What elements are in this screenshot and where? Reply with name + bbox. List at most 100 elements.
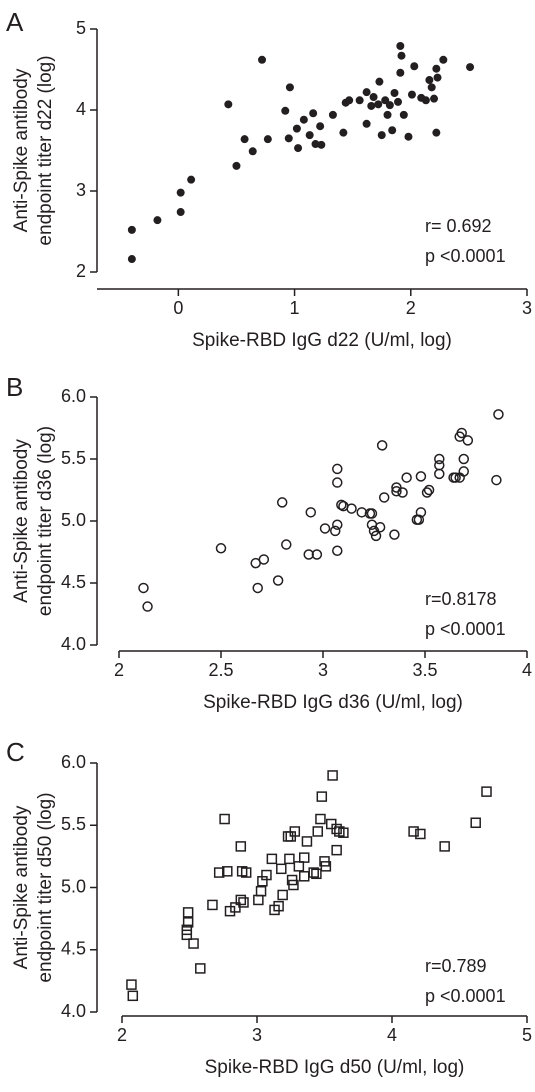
point bbox=[294, 144, 303, 153]
y-tick-label: 5.0 bbox=[61, 510, 86, 530]
point bbox=[258, 55, 267, 64]
x-tick-label: 1 bbox=[290, 298, 300, 318]
point bbox=[277, 889, 288, 901]
point bbox=[138, 582, 149, 594]
point bbox=[346, 503, 357, 514]
point bbox=[312, 826, 323, 837]
point bbox=[362, 119, 371, 128]
y-axis-label: endpoint titer d36 (log) bbox=[35, 426, 56, 616]
x-axis-label: Spike-RBD IgG d50 (U/ml, log) bbox=[205, 1057, 465, 1078]
point bbox=[434, 453, 445, 465]
panel-label: C bbox=[6, 737, 25, 767]
y-tick-label: 6.0 bbox=[61, 386, 86, 406]
point bbox=[462, 435, 474, 446]
point bbox=[305, 507, 317, 518]
annotation: r= 0.692 bbox=[425, 216, 492, 236]
point bbox=[404, 132, 413, 141]
point bbox=[266, 853, 278, 865]
point bbox=[303, 549, 314, 560]
panel-label: B bbox=[6, 372, 23, 402]
point bbox=[292, 124, 301, 133]
point bbox=[299, 871, 310, 882]
x-tick-label: 2 bbox=[114, 660, 124, 680]
y-axis-label: endpoint titer d50 (log) bbox=[35, 792, 56, 982]
point bbox=[374, 521, 386, 533]
x-tick-label: 3 bbox=[522, 298, 532, 318]
point bbox=[407, 90, 416, 99]
point bbox=[235, 894, 247, 906]
point bbox=[176, 208, 185, 217]
point bbox=[423, 484, 435, 496]
point bbox=[408, 826, 419, 837]
y-tick-label: 4.0 bbox=[61, 634, 86, 654]
point bbox=[421, 487, 433, 498]
point bbox=[493, 409, 504, 420]
point bbox=[308, 867, 319, 878]
point bbox=[195, 963, 206, 974]
point bbox=[176, 188, 185, 197]
point bbox=[222, 866, 233, 877]
point bbox=[127, 255, 136, 264]
point bbox=[450, 472, 461, 483]
point bbox=[301, 836, 313, 847]
point bbox=[289, 826, 301, 837]
point bbox=[219, 813, 230, 825]
point bbox=[396, 42, 405, 51]
point bbox=[388, 126, 397, 135]
point bbox=[127, 990, 139, 1002]
point bbox=[288, 879, 299, 891]
x-tick-label: 3 bbox=[318, 660, 328, 680]
point bbox=[188, 938, 199, 949]
point bbox=[458, 466, 470, 477]
point bbox=[390, 88, 399, 97]
point bbox=[396, 68, 405, 77]
point bbox=[284, 853, 295, 865]
point bbox=[401, 472, 412, 483]
point bbox=[317, 140, 326, 149]
point bbox=[299, 115, 308, 124]
point bbox=[253, 894, 264, 906]
x-axis-label: Spike-RBD IgG d36 (U/ml, log) bbox=[203, 692, 463, 713]
y-tick-label: 5.5 bbox=[61, 448, 86, 468]
point bbox=[391, 485, 402, 497]
point bbox=[316, 791, 328, 802]
x-axis-label: Spike-RBD IgG d22 (U/ml, log) bbox=[192, 330, 452, 351]
point bbox=[413, 514, 425, 526]
point bbox=[434, 459, 445, 471]
point bbox=[332, 463, 343, 475]
point bbox=[187, 175, 196, 184]
point bbox=[439, 55, 448, 64]
point bbox=[315, 813, 326, 825]
point bbox=[281, 106, 290, 115]
point bbox=[127, 225, 136, 234]
y-tick-label: 4.5 bbox=[61, 572, 86, 592]
point bbox=[466, 63, 475, 72]
point bbox=[327, 770, 338, 781]
point bbox=[397, 487, 408, 498]
point bbox=[427, 83, 436, 92]
y-tick-label: 4.5 bbox=[61, 939, 86, 959]
point bbox=[281, 539, 292, 550]
y-tick-label: 5 bbox=[76, 18, 86, 38]
point bbox=[410, 62, 419, 71]
point bbox=[432, 64, 441, 73]
point bbox=[339, 128, 348, 137]
point bbox=[232, 161, 241, 170]
point bbox=[345, 96, 354, 105]
x-tick-label: 2.5 bbox=[208, 660, 233, 680]
point bbox=[433, 73, 442, 82]
point bbox=[240, 867, 252, 878]
point bbox=[389, 529, 400, 540]
point bbox=[276, 863, 287, 875]
point bbox=[285, 83, 294, 92]
point bbox=[252, 582, 263, 594]
point bbox=[272, 575, 284, 586]
point bbox=[377, 131, 386, 140]
x-tick-label: 3 bbox=[252, 1025, 262, 1045]
point bbox=[182, 907, 194, 918]
annotation: p <0.0001 bbox=[425, 246, 506, 266]
panel-label: A bbox=[6, 7, 24, 37]
point bbox=[305, 131, 314, 140]
point bbox=[338, 827, 349, 838]
point bbox=[235, 841, 247, 852]
